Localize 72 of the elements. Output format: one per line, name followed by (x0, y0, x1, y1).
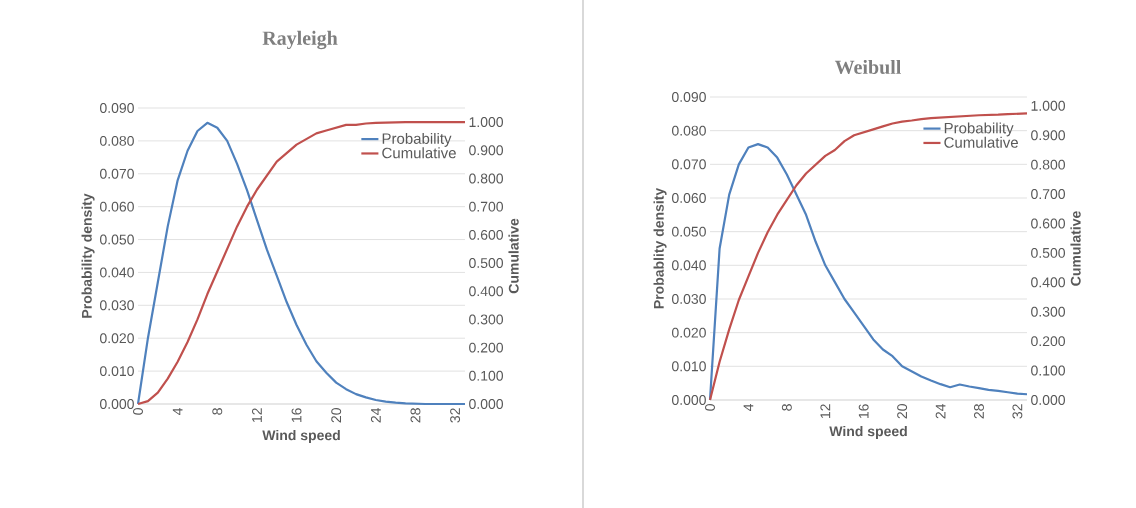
y-tick-label: 0.060 (99, 201, 134, 212)
legend-label: Probability (944, 122, 1014, 137)
y2-tick-label: 0.000 (469, 399, 504, 409)
x-tick-label: 12 (252, 408, 262, 423)
y2-tick-label: 0.800 (469, 173, 504, 184)
y-tick-label: 0.000 (99, 399, 134, 409)
y-tick-label: 0.040 (671, 260, 706, 271)
x-tick-label: 28 (974, 404, 984, 419)
y2-tick-label: 0.900 (1031, 130, 1066, 141)
y2-tick-label: 0.200 (1031, 336, 1066, 347)
x-tick-label: 24 (370, 407, 381, 423)
y-tick-label: 0.090 (99, 103, 134, 113)
x-tick-label: 8 (212, 408, 223, 415)
x-tick-label: 24 (935, 403, 946, 419)
y2-tick-label: 0.500 (469, 258, 504, 268)
x-tick-label: 20 (331, 408, 342, 423)
x-tick-label: 16 (291, 408, 302, 423)
y2-tick-label: 0.500 (1031, 247, 1066, 258)
y-tick-label: 0.030 (99, 300, 134, 311)
y-tick-label: 0.000 (671, 395, 706, 405)
x-tick-label: 4 (743, 403, 754, 411)
y-tick-label: 0.030 (671, 294, 706, 304)
y-tick-label: 0.050 (99, 234, 134, 245)
x-tick-label: 32 (450, 408, 461, 423)
x-tick-label: 20 (897, 404, 908, 419)
x-axis-title: Wind speed (262, 429, 340, 443)
y2-tick-label: 0.400 (1031, 277, 1066, 288)
x-tick-label: 32 (1012, 404, 1023, 419)
y-tick-label: 0.020 (671, 327, 706, 338)
y-tick-label: 0.040 (99, 267, 134, 278)
y2-tick-label: 0.400 (469, 286, 504, 297)
y2-tick-label: 0.800 (1031, 159, 1066, 170)
x-tick-label: 16 (858, 404, 869, 419)
legend-label: Probability (382, 132, 452, 147)
x-tick-label: 8 (781, 404, 792, 411)
y-tick-label: 0.010 (99, 366, 134, 377)
x-tick-label: 4 (172, 407, 183, 415)
y2-tick-label: 0.600 (469, 229, 504, 240)
y2-tick-label: 0.000 (1031, 395, 1066, 405)
x-tick-label: 28 (410, 408, 421, 423)
x-axis-title: Wind speed (829, 425, 907, 439)
y2-tick-label: 0.900 (469, 145, 504, 156)
y-tick-label: 0.070 (671, 159, 706, 170)
y2-tick-label: 0.300 (469, 314, 504, 325)
y2-tick-label: 0.700 (469, 201, 504, 212)
x-tick-label: 12 (820, 404, 831, 419)
y2-tick-label: 1.000 (1031, 100, 1066, 111)
y-tick-label: 0.060 (671, 193, 706, 203)
y2-axis-title: Cumulative (1070, 211, 1081, 286)
y2-tick-label: 0.100 (1031, 365, 1066, 376)
y-tick-label: 0.080 (671, 125, 706, 136)
y2-axis-title: Cumulative (508, 218, 519, 294)
y-tick-label: 0.090 (671, 92, 706, 102)
y2-tick-label: 0.200 (469, 342, 504, 353)
y2-tick-label: 0.600 (1031, 218, 1066, 229)
y2-tick-label: 0.300 (1031, 306, 1066, 317)
y-axis-title: Probability density (81, 193, 95, 318)
y-tick-label: 0.050 (671, 226, 706, 237)
y-tick-label: 0.010 (671, 361, 706, 372)
y-tick-label: 0.080 (99, 135, 134, 146)
y-tick-label: 0.070 (99, 168, 134, 179)
y-axis-title: Probablity density (653, 187, 667, 309)
chart-title: Weibull (834, 59, 901, 75)
x-tick-label: 0 (705, 404, 715, 411)
y2-tick-label: 0.700 (1031, 189, 1066, 200)
legend-label: Cumulative (382, 147, 456, 159)
legend-label: Cumulative (944, 136, 1018, 148)
y2-tick-label: 1.000 (469, 117, 504, 128)
y-tick-label: 0.020 (99, 333, 134, 344)
y2-tick-label: 0.100 (469, 370, 504, 381)
x-tick-label: 0 (133, 408, 143, 415)
chart-title: Rayleigh (262, 30, 338, 50)
